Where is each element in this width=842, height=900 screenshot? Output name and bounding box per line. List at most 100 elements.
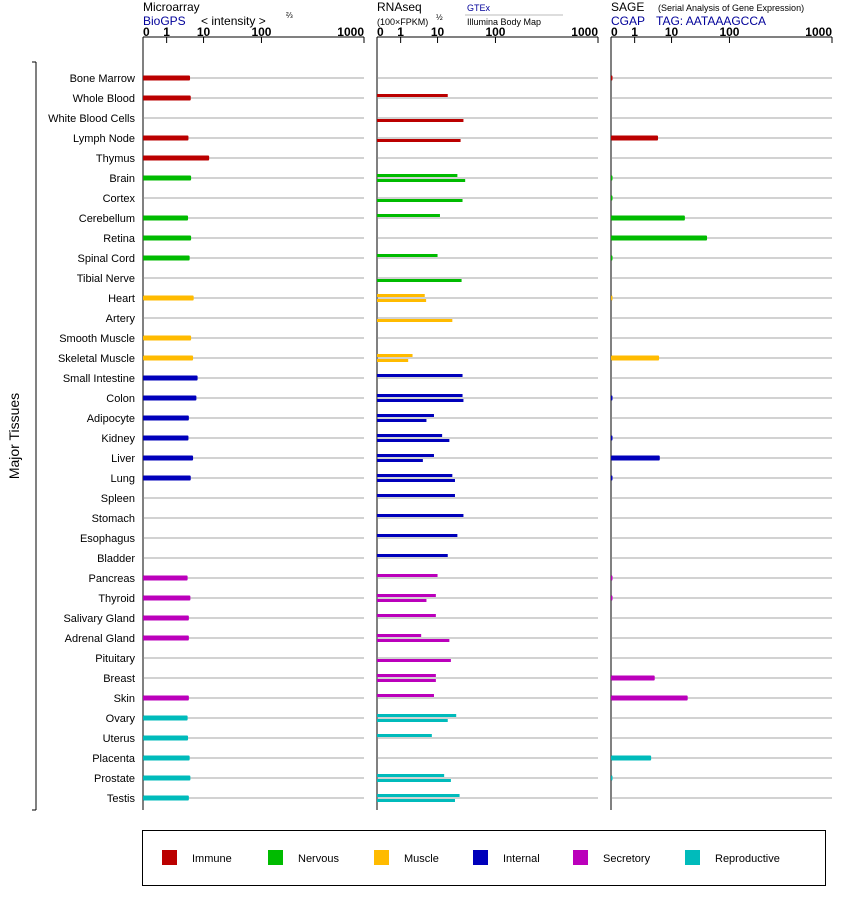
bar: [611, 755, 652, 761]
bar: [377, 139, 461, 142]
tissue-label: Breast: [103, 673, 135, 685]
bar: [377, 694, 434, 697]
legend-label: Muscle: [404, 853, 439, 865]
bar: [611, 395, 613, 401]
bar: [377, 674, 436, 677]
bar: [611, 355, 660, 361]
bar: [377, 354, 413, 357]
tissue-label: Bone Marrow: [70, 73, 135, 85]
bar: [143, 475, 191, 481]
bar: [377, 779, 451, 782]
tissue-label: Cerebellum: [79, 213, 135, 225]
tissue-label: Stomach: [92, 513, 135, 525]
bar: [611, 455, 660, 461]
bar: [377, 399, 464, 402]
bar: [377, 639, 450, 642]
panel-subtitle-exponent: ½: [436, 13, 443, 22]
bar: [377, 414, 434, 417]
bar: [377, 659, 451, 662]
tissue-label: Placenta: [92, 753, 136, 765]
tissue-label: Skeletal Muscle: [58, 353, 135, 365]
legend-group: Immune Nervous Muscle Internal Secretory Repr…: [142, 830, 826, 886]
tissue-label: Cortex: [103, 193, 136, 205]
bar: [143, 635, 189, 641]
tissue-label: Tibial Nerve: [77, 273, 135, 285]
bar: [377, 774, 445, 777]
bar: [611, 675, 655, 681]
y-axis-group: Major Tissues Bone Marrow Whole Blood White…: [6, 61, 136, 811]
panel-source-label: GTEx: [467, 3, 491, 13]
bar: [377, 214, 440, 217]
bar: [143, 235, 192, 241]
bar: [377, 574, 438, 577]
tissue-label: Whole Blood: [73, 93, 135, 105]
bar: [143, 335, 192, 341]
tissue-label: Bladder: [97, 553, 135, 565]
bar: [377, 634, 422, 637]
tissue-label: Adrenal Gland: [65, 633, 135, 645]
x-tick-label: 1: [631, 25, 638, 39]
panel-source-label-2: Illumina Body Map: [467, 17, 541, 27]
x-tick-label: 100: [485, 25, 505, 39]
panel-source-label: BioGPS: [143, 14, 186, 28]
bar: [377, 254, 438, 257]
tissue-label: Esophagus: [80, 533, 136, 545]
x-tick-label: 1000: [337, 25, 364, 39]
legend-label: Immune: [192, 853, 232, 865]
bar: [143, 795, 189, 801]
bar: [143, 775, 191, 781]
bar: [377, 734, 432, 737]
bar: [377, 679, 436, 682]
bar: [377, 479, 455, 482]
panel-subtitle: (Serial Analysis of Gene Expression): [658, 3, 804, 13]
bar: [377, 419, 427, 422]
tissue-label: Lung: [111, 473, 135, 485]
bar: [611, 175, 613, 181]
bar: [611, 235, 708, 241]
bar: [377, 534, 458, 537]
tissue-label: Salivary Gland: [63, 613, 135, 625]
bar: [143, 415, 189, 421]
bar: [611, 255, 613, 261]
bar: [611, 595, 613, 601]
panel-subtitle: (100×FPKM): [377, 17, 428, 27]
tissue-label: Small Intestine: [63, 373, 135, 385]
bar: [377, 439, 450, 442]
x-tick-label: 0: [377, 25, 384, 39]
panel-title: Microarray: [143, 0, 200, 14]
x-tick-label: 1000: [805, 25, 832, 39]
bar: [143, 575, 188, 581]
x-tick-label: 0: [143, 25, 150, 39]
panel-sage: SAGE (Serial Analysis of Gene Expression)…: [610, 0, 833, 810]
bar: [143, 435, 189, 441]
bar: [377, 434, 443, 437]
tissue-label: Prostate: [94, 773, 135, 785]
panel-rnaseq: RNAseq (100×FPKM) ½ GTEx Illumina Body Map 0 1…: [376, 0, 599, 810]
bar: [143, 95, 191, 101]
bar: [611, 75, 613, 81]
bar: [377, 594, 436, 597]
x-tick-label: 10: [665, 25, 679, 39]
legend-label: Internal: [503, 853, 540, 865]
x-tick-label: 100: [251, 25, 271, 39]
bar: [143, 75, 191, 81]
bar: [377, 299, 427, 302]
bar: [143, 735, 189, 741]
tissue-label: Brain: [109, 173, 135, 185]
bar: [377, 599, 427, 602]
tissue-label: Adipocyte: [87, 413, 135, 425]
bar: [611, 695, 688, 701]
bar: [377, 454, 434, 457]
bar: [377, 199, 463, 202]
tissue-label: Smooth Muscle: [59, 333, 135, 345]
bar: [143, 155, 210, 161]
bar: [143, 615, 189, 621]
x-tick-label: 10: [197, 25, 211, 39]
panel-tag-label: TAG: AATAAAGCCA: [656, 14, 766, 28]
panel-title: RNAseq: [377, 0, 422, 14]
x-tick-label: 0: [611, 25, 618, 39]
bar: [377, 719, 448, 722]
bar: [611, 135, 659, 141]
tissue-label: Skin: [114, 693, 135, 705]
